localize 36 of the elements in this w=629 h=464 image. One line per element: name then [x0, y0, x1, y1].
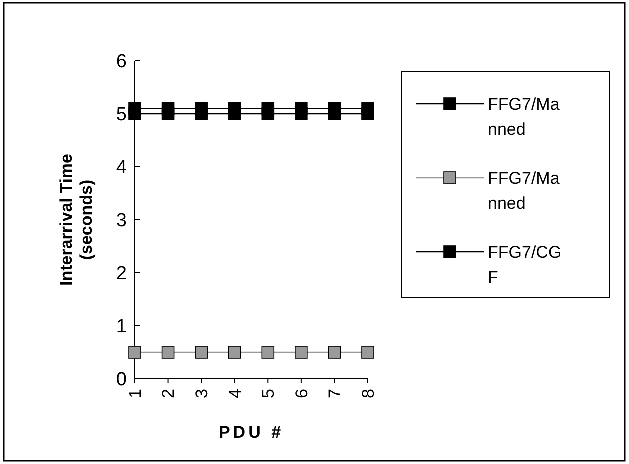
- y-axis-title: Interarrival Time (seconds): [57, 154, 96, 286]
- y-tick-label: 0: [116, 370, 127, 391]
- point: [162, 346, 175, 359]
- point: [128, 346, 142, 359]
- x-tick-label: 6: [292, 389, 312, 398]
- x-tick-label: 8: [358, 389, 378, 398]
- point: [262, 108, 275, 120]
- x-tick-label: 1: [126, 389, 145, 398]
- point: [262, 346, 275, 359]
- point: [195, 108, 208, 120]
- legend-label: FFG7/Manned: [488, 94, 560, 139]
- point: [362, 108, 374, 120]
- legend-label: FFG7/CGF: [488, 242, 562, 287]
- y-tick-label: 3: [116, 210, 127, 232]
- x-tick-label: 5: [259, 389, 278, 398]
- point: [162, 108, 175, 120]
- legend-label: FFG7/Manned: [488, 168, 560, 213]
- x-tick-label: 2: [159, 389, 178, 398]
- x-tick-label: 3: [192, 389, 212, 398]
- y-tick-label: 4: [116, 158, 128, 179]
- y-tick-label: 5: [116, 104, 127, 126]
- point: [362, 346, 374, 359]
- point: [328, 108, 342, 120]
- point: [128, 108, 142, 120]
- y-tick-label: 2: [116, 264, 127, 285]
- point: [228, 346, 242, 359]
- point: [295, 108, 308, 120]
- point: [195, 346, 208, 359]
- point: [328, 346, 342, 359]
- x-tick-label: 4: [226, 389, 245, 398]
- y-tick-label: 6: [116, 52, 127, 73]
- point: [295, 346, 308, 359]
- x-tick-label: 7: [326, 389, 345, 398]
- x-axis-title: PDU #: [218, 423, 284, 442]
- y-tick-label: 1: [116, 316, 127, 338]
- point: [228, 108, 242, 120]
